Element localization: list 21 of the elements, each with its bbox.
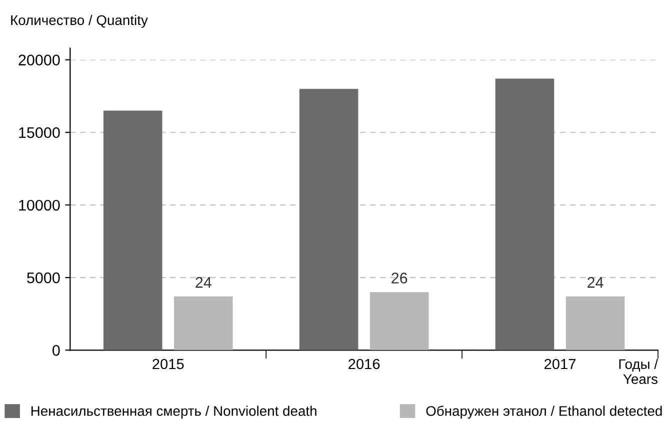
annotation: 26 <box>392 272 408 284</box>
annotation: 24 <box>196 277 212 288</box>
y-tick-label: 0 <box>52 345 60 356</box>
y-tick-label: 15000 <box>19 127 60 138</box>
x-tick-label: 2016 <box>348 358 380 370</box>
bar <box>103 110 162 350</box>
legend-label: Обнаружен этанол / Ethanol detected <box>426 406 662 419</box>
legend-label: Ненасильственная смерть / Nonviolent death <box>31 406 316 419</box>
y-axis-title: Количество / Quantity <box>11 14 148 28</box>
y-tick-label: 10000 <box>19 200 60 211</box>
y-tick-label: 20000 <box>18 54 60 66</box>
x-tick-label: 2015 <box>152 358 184 370</box>
y-tick-label: 5000 <box>27 272 60 284</box>
bar <box>495 78 554 350</box>
annotation: 24 <box>588 277 604 288</box>
bar <box>370 292 429 350</box>
bar <box>174 296 233 350</box>
x-tick-label: 2017 <box>544 358 576 370</box>
x-axis-title: Годы / Years <box>619 358 658 384</box>
bar <box>299 88 358 350</box>
bar <box>566 296 625 350</box>
